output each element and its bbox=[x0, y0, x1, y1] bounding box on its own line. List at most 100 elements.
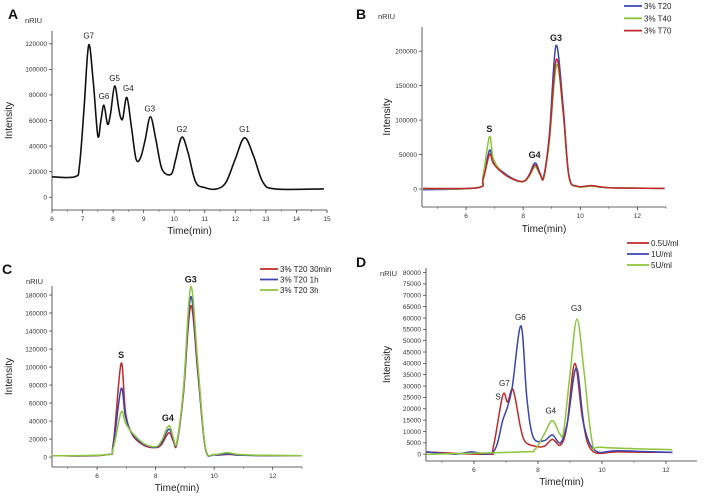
y-axis-title: Intensity bbox=[4, 358, 15, 395]
series-line-3-t20-1h bbox=[53, 296, 303, 458]
series-line-3-t20-30min bbox=[53, 305, 303, 457]
y-tick-label: 50000 bbox=[399, 152, 417, 159]
peak-label: G1 bbox=[239, 125, 250, 134]
panel-letter: B bbox=[356, 6, 366, 22]
x-tick-label: 12 bbox=[269, 473, 277, 480]
y-unit-label: nRIU bbox=[380, 269, 397, 278]
y-tick-label: 70000 bbox=[403, 293, 421, 300]
y-tick-label: 25000 bbox=[403, 395, 421, 402]
peak-label: G2 bbox=[177, 125, 188, 134]
y-tick-label: 200000 bbox=[395, 48, 417, 55]
y-tick-label: 15000 bbox=[403, 417, 421, 424]
y-tick-label: 0 bbox=[413, 186, 417, 193]
peak-label: G6 bbox=[515, 313, 526, 322]
y-tick-label: 80000 bbox=[29, 92, 47, 99]
y-tick-label: 60000 bbox=[29, 400, 47, 407]
y-tick-label: 0 bbox=[43, 454, 47, 461]
peak-label: G3 bbox=[144, 105, 155, 114]
y-tick-label: 0 bbox=[43, 195, 47, 202]
x-axis-title: Time(min) bbox=[539, 477, 584, 488]
series-line-3-t20-3h bbox=[53, 286, 303, 457]
y-tick-label: 30000 bbox=[403, 383, 421, 390]
x-tick-label: 6 bbox=[95, 473, 99, 480]
peak-label: S bbox=[486, 124, 492, 134]
y-tick-label: 100000 bbox=[25, 364, 47, 371]
series-line-3-t40 bbox=[423, 64, 665, 190]
series-line-3-t70 bbox=[423, 58, 665, 190]
legend-label: 0.5U/ml bbox=[651, 239, 679, 248]
x-tick-label: 6 bbox=[464, 213, 468, 220]
x-tick-label: 11 bbox=[201, 216, 208, 223]
y-tick-label: 120000 bbox=[25, 41, 47, 48]
series-line-sample bbox=[51, 44, 324, 191]
y-tick-label: 100000 bbox=[395, 117, 417, 124]
legend-label: 3% T20 bbox=[644, 2, 672, 11]
peak-label: G3 bbox=[185, 274, 197, 284]
x-tick-label: 10 bbox=[171, 216, 179, 223]
y-tick-label: 40000 bbox=[29, 418, 47, 425]
x-tick-label: 10 bbox=[598, 467, 606, 474]
peak-label: G5 bbox=[109, 74, 120, 83]
peak-label: G4 bbox=[162, 413, 174, 423]
x-tick-label: 6 bbox=[50, 216, 54, 223]
y-tick-label: 60000 bbox=[403, 315, 421, 322]
x-tick-label: 6 bbox=[472, 467, 476, 474]
x-tick-label: 10 bbox=[211, 473, 219, 480]
x-tick-label: 13 bbox=[262, 216, 270, 223]
legend-label: 3% T20 3h bbox=[280, 286, 319, 295]
y-tick-label: 5000 bbox=[407, 440, 422, 447]
y-tick-label: 20000 bbox=[29, 436, 47, 443]
y-tick-label: 80000 bbox=[29, 382, 47, 389]
peak-label: G6 bbox=[99, 92, 110, 101]
x-axis-title: Time(min) bbox=[167, 226, 212, 237]
peak-label: G4 bbox=[529, 150, 541, 160]
x-axis-title: Time(min) bbox=[155, 483, 200, 494]
y-tick-label: 55000 bbox=[403, 327, 421, 334]
x-tick-label: 14 bbox=[293, 216, 301, 223]
panel-letter: D bbox=[356, 254, 366, 270]
y-tick-label: 65000 bbox=[403, 304, 421, 311]
x-tick-label: 7 bbox=[81, 216, 85, 223]
x-tick-label: 8 bbox=[521, 213, 525, 220]
y-tick-label: 50000 bbox=[403, 338, 421, 345]
y-tick-label: 10000 bbox=[403, 429, 421, 436]
x-tick-label: 10 bbox=[577, 213, 585, 220]
x-tick-label: 12 bbox=[634, 213, 642, 220]
y-tick-label: 40000 bbox=[403, 361, 421, 368]
legend-label: 3% T20 30min bbox=[280, 265, 331, 274]
y-tick-label: 20000 bbox=[403, 406, 421, 413]
y-tick-label: 80000 bbox=[403, 270, 421, 277]
peak-label: G3 bbox=[571, 304, 582, 313]
y-tick-label: 60000 bbox=[29, 118, 47, 125]
peak-label: G7 bbox=[83, 32, 94, 41]
x-tick-label: 8 bbox=[536, 467, 540, 474]
y-axis-title: Intensity bbox=[382, 346, 393, 383]
y-tick-label: 100000 bbox=[25, 67, 47, 74]
peak-label: S bbox=[495, 393, 500, 402]
y-tick-label: 150000 bbox=[395, 83, 417, 90]
y-unit-label: nRIU bbox=[26, 277, 43, 286]
legend-label: 3% T20 1h bbox=[280, 276, 319, 285]
legend-label: 3% T40 bbox=[644, 14, 672, 23]
x-tick-label: 12 bbox=[232, 216, 240, 223]
peak-label: G4 bbox=[123, 84, 134, 93]
y-tick-label: 20000 bbox=[29, 169, 47, 176]
y-tick-label: 0 bbox=[417, 451, 421, 458]
x-tick-label: 12 bbox=[662, 467, 670, 474]
y-axis-title: Intensity bbox=[382, 98, 393, 135]
y-tick-label: 45000 bbox=[403, 349, 421, 356]
y-axis-title: Intensity bbox=[4, 102, 15, 139]
x-tick-label: 9 bbox=[142, 216, 146, 223]
x-tick-label: 8 bbox=[154, 473, 158, 480]
y-tick-label: 160000 bbox=[25, 310, 47, 317]
series-line-3-t20 bbox=[423, 44, 665, 191]
peak-label: G3 bbox=[550, 33, 562, 43]
panel-letter: A bbox=[8, 6, 18, 22]
series-line-1u-ml bbox=[425, 325, 673, 455]
y-tick-label: 35000 bbox=[403, 372, 421, 379]
series-line-5u-ml bbox=[425, 318, 673, 455]
